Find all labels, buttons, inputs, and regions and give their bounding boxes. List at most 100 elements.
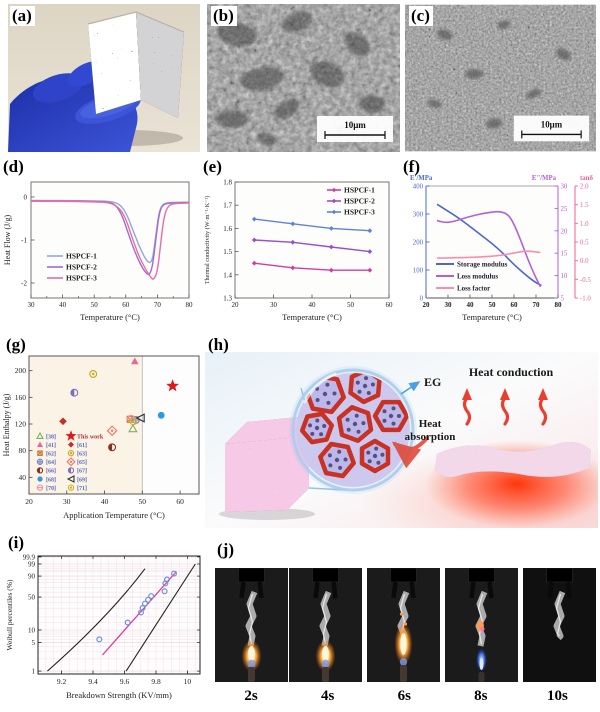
svg-text:20: 20 <box>232 301 240 309</box>
svg-text:10: 10 <box>561 273 568 280</box>
svg-text:Storage modulus: Storage modulus <box>457 261 508 269</box>
svg-text:E''/MPa: E''/MPa <box>532 175 557 182</box>
svg-text:70: 70 <box>154 301 162 309</box>
svg-text:30: 30 <box>445 301 453 309</box>
svg-text:80: 80 <box>186 301 194 309</box>
svg-text:2.0: 2.0 <box>580 184 589 191</box>
panel-label-h: (h) <box>208 336 229 353</box>
svg-text:[68]: [68] <box>46 477 56 483</box>
panel-label-i: (i) <box>8 534 24 551</box>
chart-d-dsc: 30 40 50 60 70 80 0 -1 -2 Temperature (°C) Heat Fl… <box>1 170 197 330</box>
svg-text:HSPCF-3: HSPCF-3 <box>66 274 97 283</box>
svg-text:[71]: [71] <box>77 486 87 492</box>
svg-text:10: 10 <box>184 677 192 686</box>
svg-text:HSPCF-1: HSPCF-1 <box>344 186 375 195</box>
burn-frame-4s <box>289 568 362 682</box>
svg-text:60: 60 <box>511 301 519 309</box>
svg-text:15: 15 <box>561 251 568 258</box>
svg-text:100: 100 <box>413 268 424 275</box>
svg-text:-1: -1 <box>21 237 27 245</box>
chart-e-svg: 20 30 40 50 60 1.3 1.4 1.5 1.6 1.7 1.8 Temperature … <box>201 170 397 330</box>
photo-sample-in-glove <box>8 4 200 152</box>
svg-text:9.6: 9.6 <box>120 677 130 686</box>
lighter <box>400 665 407 682</box>
svg-text:-0.5: -0.5 <box>580 277 591 284</box>
svg-text:40: 40 <box>59 301 67 309</box>
lighter <box>479 672 485 682</box>
svg-text:10: 10 <box>28 627 36 635</box>
svg-text:[67]: [67] <box>77 469 87 475</box>
svg-text:Tempareture (°C): Tempareture (°C) <box>462 312 522 322</box>
svg-text:0.0: 0.0 <box>580 258 589 265</box>
chart-i-weibull: 9.2 9.4 9.6 9.8 10 1 5 10 50 90 99 99.9 Breakdown St… <box>2 548 210 708</box>
lighter <box>248 667 255 682</box>
svg-text:9.8: 9.8 <box>151 677 161 686</box>
svg-text:70: 70 <box>533 301 541 309</box>
svg-text:[66]: [66] <box>46 469 56 475</box>
svg-text:50: 50 <box>139 497 147 506</box>
svg-text:200: 200 <box>15 366 27 375</box>
svg-text:Thermal conductivity (W·m⁻¹·K⁻: Thermal conductivity (W·m⁻¹·K⁻¹) <box>204 196 211 285</box>
svg-text:20: 20 <box>423 301 431 309</box>
svg-text:9.4: 9.4 <box>88 677 98 686</box>
time-label: 10s <box>521 688 593 705</box>
eg-label: EG <box>424 376 441 390</box>
svg-text:[69]: [69] <box>77 477 87 483</box>
chart-e-thermal-conductivity: 20 30 40 50 60 1.3 1.4 1.5 1.6 1.7 1.8 Temperature … <box>201 170 397 330</box>
panel-label-d: (d) <box>3 158 24 175</box>
svg-text:This work: This work <box>77 434 104 440</box>
svg-text:[65]: [65] <box>77 460 87 466</box>
chart-f-svg: 20 30 40 50 60 70 80010020030040051015202530-1… <box>398 170 598 330</box>
svg-text:10μm: 10μm <box>541 119 563 129</box>
svg-text:5: 5 <box>32 639 36 647</box>
chart-g-enthalpy-scatter: 20 30 40 50 60 40 80 120 160 200 Application Tempe… <box>1 350 206 528</box>
svg-text:50: 50 <box>347 301 355 309</box>
semc: 10μm <box>405 4 596 152</box>
scale-bar: 10μm <box>514 116 589 142</box>
svg-text:80: 80 <box>19 446 27 455</box>
panel-label-e: (e) <box>203 158 222 175</box>
svg-text:[41]: [41] <box>46 443 56 449</box>
panel-label-g: (g) <box>6 336 26 353</box>
svg-text:10μm: 10μm <box>344 120 366 130</box>
svg-text:[62]: [62] <box>46 452 56 458</box>
svg-text:[63]: [63] <box>77 452 87 458</box>
svg-text:HSPCF-2: HSPCF-2 <box>344 197 375 206</box>
svg-text:400: 400 <box>413 184 424 191</box>
svg-text:200: 200 <box>413 240 424 247</box>
svg-text:1.4: 1.4 <box>223 271 232 279</box>
panel-label-f: (f) <box>403 158 420 175</box>
svg-text:1.5: 1.5 <box>580 202 589 209</box>
svg-text:HSPCF-2: HSPCF-2 <box>66 263 97 272</box>
svg-text:HSPCF-3: HSPCF-3 <box>344 208 375 217</box>
svg-text:Loss factor: Loss factor <box>457 285 490 293</box>
svg-text:30: 30 <box>270 301 278 309</box>
svg-text:HSPCF-1: HSPCF-1 <box>66 252 97 261</box>
svg-text:60: 60 <box>176 497 184 506</box>
chart-d-svg: 30 40 50 60 70 80 0 -1 -2 Temperature (°C) Heat Fl… <box>1 170 197 330</box>
svg-text:Weibull percentiles (%): Weibull percentiles (%) <box>5 579 14 651</box>
semb: 10μm <box>207 4 400 152</box>
time-label: 6s <box>368 688 440 705</box>
svg-text:25: 25 <box>561 206 568 213</box>
svg-text:[64]: [64] <box>46 460 56 466</box>
burn-frame-6s <box>367 568 440 682</box>
svg-text:-2: -2 <box>21 280 27 288</box>
panel-label-b: (b) <box>211 6 237 26</box>
burn-frames-svg <box>215 568 598 682</box>
svg-text:Loss modulus: Loss modulus <box>457 273 498 281</box>
burn-frame-10s <box>523 568 596 682</box>
heat-conduction-label: Heat conduction <box>452 366 570 380</box>
svg-text:1.6: 1.6 <box>223 225 232 233</box>
svg-text:40: 40 <box>19 473 27 482</box>
time-label: 4s <box>292 688 364 705</box>
svg-text:40: 40 <box>101 497 109 506</box>
burn-frame-2s <box>215 568 288 682</box>
time-label: 2s <box>215 688 287 705</box>
panel-label-a: (a) <box>10 6 35 26</box>
svg-text:0: 0 <box>24 194 28 202</box>
svg-text:tanδ: tanδ <box>580 175 593 182</box>
lighter <box>322 667 329 682</box>
time-label: 8s <box>445 688 517 705</box>
svg-text:30: 30 <box>63 497 71 506</box>
